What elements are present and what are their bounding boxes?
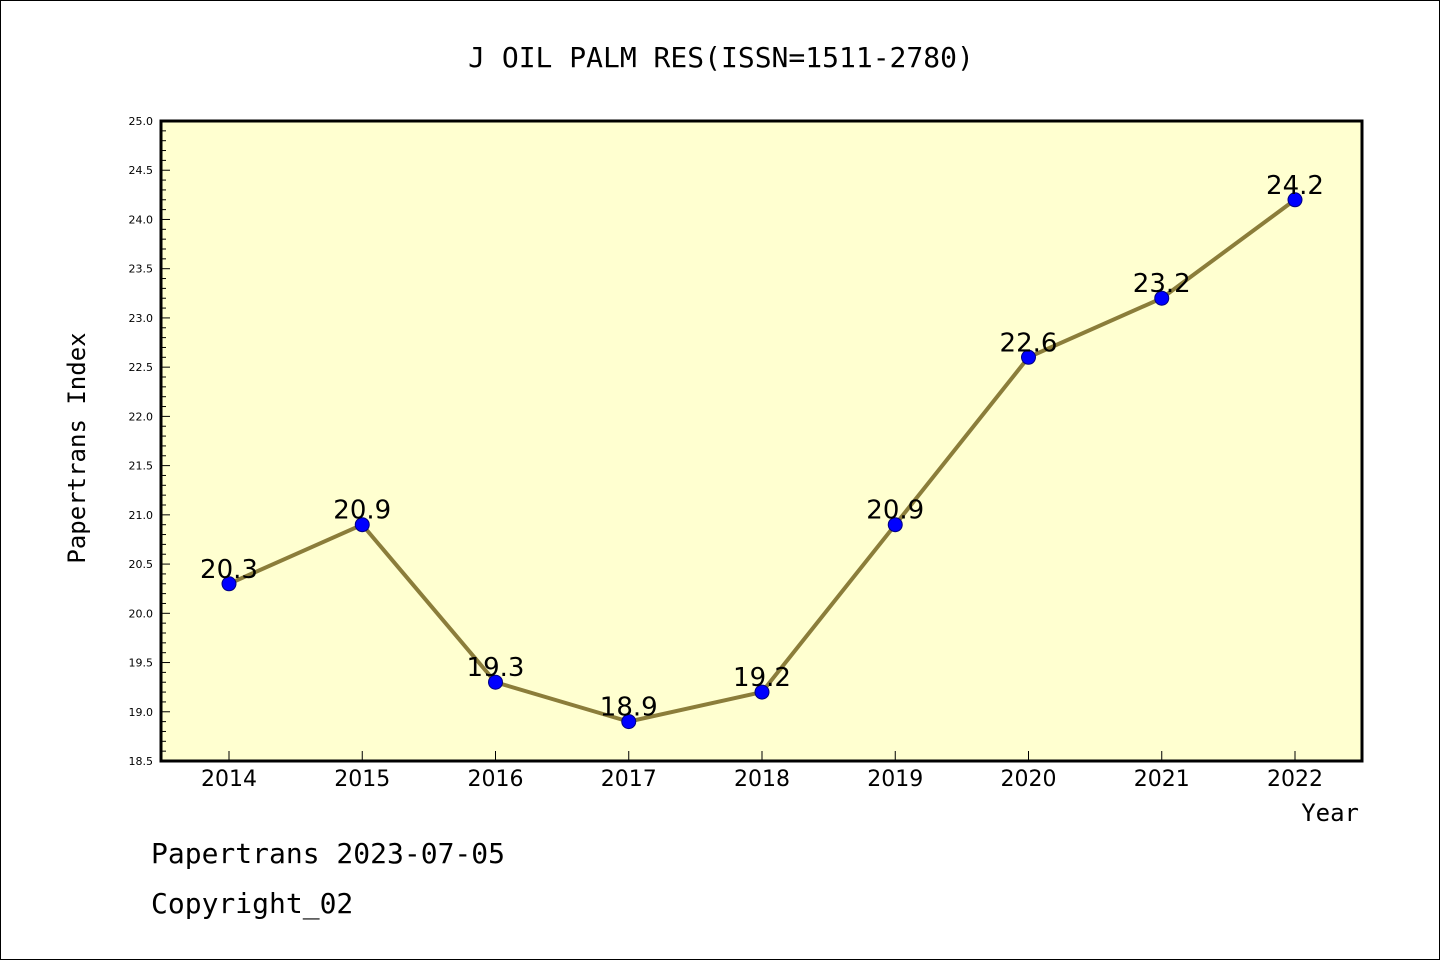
data-label: 23.2 bbox=[1133, 269, 1191, 299]
x-axis: 2014 2015 2016 2017 2018 2019 2020 2021 2022 bbox=[201, 751, 1323, 792]
x-axis-title: Year bbox=[1301, 799, 1359, 827]
y-tick-label: 23.0 bbox=[129, 312, 154, 325]
data-point bbox=[488, 674, 503, 690]
data-point bbox=[354, 517, 370, 533]
y-tick-label: 21.0 bbox=[129, 509, 154, 522]
x-tick-label: 2014 bbox=[201, 767, 257, 792]
data-label: 19.3 bbox=[467, 653, 525, 683]
x-tick-label: 2019 bbox=[867, 767, 923, 792]
x-tick-label: 2016 bbox=[468, 767, 524, 792]
data-label: 19.2 bbox=[733, 663, 791, 693]
data-point bbox=[1154, 290, 1170, 306]
y-tick-label: 19.5 bbox=[129, 657, 154, 670]
y-tick-label: 24.5 bbox=[129, 164, 154, 177]
footer-copyright: Copyright_02 bbox=[151, 887, 354, 920]
footer-date: Papertrans 2023-07-05 bbox=[151, 837, 506, 870]
y-tick-label: 21.5 bbox=[129, 460, 154, 473]
data-label: 24.2 bbox=[1266, 171, 1324, 201]
x-tick-label: 2020 bbox=[1001, 767, 1057, 792]
data-labels: 20.3 20.9 19.3 18.9 19.2 20.9 22.6 23.2 24.2 bbox=[200, 171, 1324, 723]
y-tick-label: 20.0 bbox=[129, 607, 154, 620]
x-tick-label: 2021 bbox=[1134, 767, 1190, 792]
x-tick-label: 2018 bbox=[734, 767, 790, 792]
data-label: 22.6 bbox=[1000, 328, 1058, 358]
chart-title: J OIL PALM RES(ISSN=1511-2780) bbox=[468, 41, 974, 74]
y-tick-label: 24.0 bbox=[129, 213, 154, 226]
plot-area bbox=[159, 119, 1364, 763]
y-tick-label: 23.5 bbox=[129, 263, 154, 276]
data-point bbox=[1287, 192, 1303, 208]
data-point bbox=[621, 714, 637, 730]
data-point bbox=[221, 576, 237, 592]
y-tick-label: 18.5 bbox=[129, 755, 154, 768]
data-label: 18.9 bbox=[600, 693, 658, 723]
x-tick-label: 2017 bbox=[601, 767, 657, 792]
x-tick-label: 2022 bbox=[1267, 767, 1323, 792]
x-tick-label: 2015 bbox=[334, 767, 390, 792]
y-tick-label: 25.0 bbox=[129, 115, 154, 128]
data-points bbox=[221, 192, 1303, 730]
data-label: 20.3 bbox=[200, 555, 258, 585]
data-label: 20.9 bbox=[866, 496, 924, 526]
y-tick-label: 19.0 bbox=[129, 706, 154, 719]
y-tick-label: 20.5 bbox=[129, 558, 154, 571]
data-label: 20.9 bbox=[333, 496, 391, 526]
data-point bbox=[887, 517, 903, 533]
data-point bbox=[1021, 349, 1036, 365]
y-axis: 18.5 19.0 19.5 20.0 20.5 21.0 21.5 22.0 22.5 23.0… bbox=[129, 115, 170, 768]
y-axis-title: Papertrans Index bbox=[63, 332, 91, 563]
y-tick-label: 22.5 bbox=[129, 361, 154, 374]
data-point bbox=[754, 684, 770, 700]
y-tick-label: 22.0 bbox=[129, 410, 154, 423]
